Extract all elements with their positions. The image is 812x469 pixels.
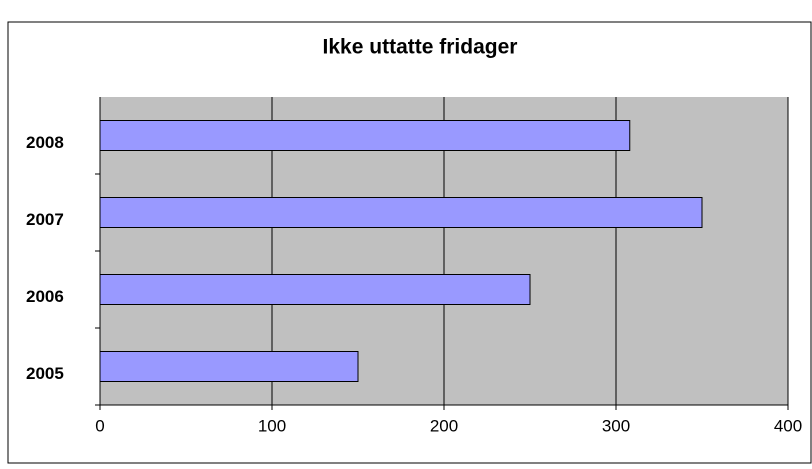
bar xyxy=(99,274,531,305)
x-tick-label: 300 xyxy=(602,416,630,435)
bar xyxy=(99,197,703,228)
x-tick-label: 400 xyxy=(774,416,802,435)
chart-title: Ikke uttatte fridager xyxy=(323,36,518,59)
bar xyxy=(99,120,631,151)
y-tick-label: 2005 xyxy=(26,364,64,383)
x-tick-label: 100 xyxy=(258,416,286,435)
y-tick-label: 2007 xyxy=(26,210,64,229)
y-tick-label: 2006 xyxy=(26,287,64,306)
bar xyxy=(99,351,359,382)
x-tick-label: 0 xyxy=(95,416,104,435)
x-tick-label: 200 xyxy=(430,416,458,435)
y-tick-label: 2008 xyxy=(26,133,64,152)
